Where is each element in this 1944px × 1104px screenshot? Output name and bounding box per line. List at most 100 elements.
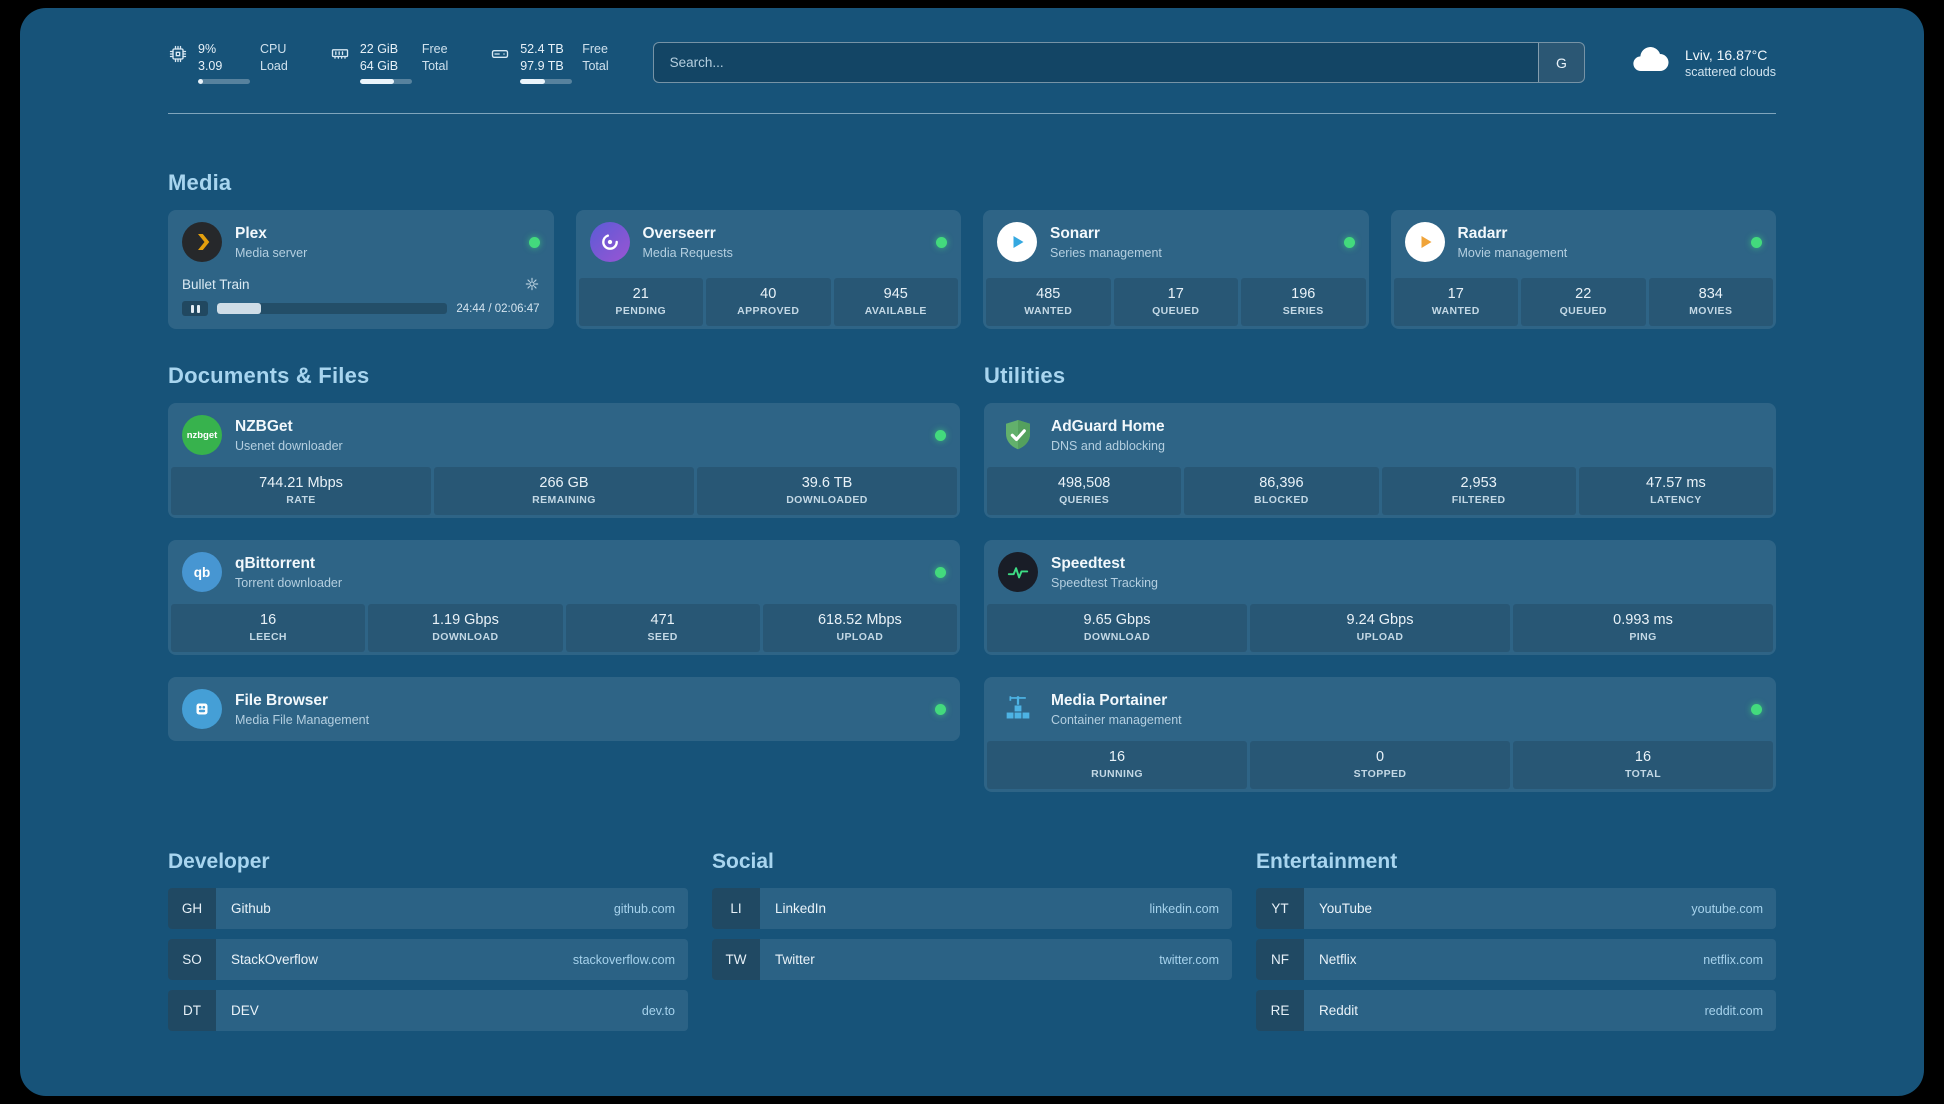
bookmark-abbr: DT <box>168 990 216 1031</box>
section-media: Media Plex Media server <box>168 170 1776 329</box>
radarr-subtitle: Movie management <box>1457 245 1568 260</box>
card-plex: Plex Media server Bullet Train <box>168 210 554 329</box>
bookmark-linkedin[interactable]: LI LinkedIn linkedin.com <box>712 888 1232 929</box>
qbittorrent-titles: qBittorrent Torrent downloader <box>235 555 342 590</box>
bookmark-twitter[interactable]: TW Twitter twitter.com <box>712 939 1232 980</box>
speedtest-stats: 9.65 Gbps DOWNLOAD 9.24 Gbps UPLOAD 0.99… <box>984 604 1776 655</box>
bookmark-name: Github <box>231 901 271 916</box>
bookmark-abbr: YT <box>1256 888 1304 929</box>
adguard-link[interactable]: AdGuard Home DNS and adblocking <box>984 403 1776 467</box>
weather-condition: scattered clouds <box>1684 64 1776 79</box>
qbittorrent-title: qBittorrent <box>235 554 316 572</box>
nzbget-subtitle: Usenet downloader <box>235 438 343 453</box>
playback-progress-bar <box>217 303 448 314</box>
bookmark-url: linkedin.com <box>1149 901 1219 916</box>
adguard-stats: 498,508 QUERIES 86,396 BLOCKED 2,953 FIL… <box>984 467 1776 518</box>
sonarr-title: Sonarr <box>1050 224 1100 242</box>
portainer-titles: Media Portainer Container management <box>1051 692 1182 727</box>
overseerr-link[interactable]: Overseerr Media Requests <box>576 210 962 274</box>
section-utilities: Utilities <box>984 363 1776 792</box>
bookmark-youtube[interactable]: YT YouTube youtube.com <box>1256 888 1776 929</box>
memory-widget: 22 GiB 64 GiB Free Total <box>330 41 448 84</box>
stat-downloaded: 39.6 TB DOWNLOADED <box>697 467 957 515</box>
disk-free: 52.4 TB <box>520 42 564 57</box>
speedtest-title: Speedtest <box>1051 554 1126 572</box>
filebrowser-subtitle: Media File Management <box>235 712 370 727</box>
stat-leech: 16 LEECH <box>171 604 366 652</box>
adguard-titles: AdGuard Home DNS and adblocking <box>1051 418 1165 453</box>
bookmark-github[interactable]: GH Github github.com <box>168 888 688 929</box>
weather-location-temp: Lviv, 16.87°C <box>1684 46 1768 63</box>
stat-rate: 744.21 Mbps RATE <box>171 467 431 515</box>
gear-icon[interactable] <box>524 276 540 292</box>
qbittorrent-status-dot <box>935 566 946 578</box>
nzbget-title: NZBGet <box>235 417 293 435</box>
topbar: 9% 3.09 CPU Load 22 GiB <box>20 8 1924 87</box>
developer-heading: Developer <box>168 850 270 873</box>
bookmark-reddit[interactable]: RE Reddit reddit.com <box>1256 990 1776 1031</box>
stat-queries: 498,508 QUERIES <box>987 467 1182 515</box>
nzbget-stats: 744.21 Mbps RATE 266 GB REMAINING 39.6 T… <box>168 467 960 518</box>
sonarr-status-dot <box>1343 236 1355 248</box>
bookmark-url: youtube.com <box>1691 901 1763 916</box>
filebrowser-link[interactable]: File Browser Media File Management <box>168 677 960 741</box>
qbittorrent-stats: 16 LEECH 1.19 Gbps DOWNLOAD 471 SEED <box>168 604 960 655</box>
portainer-link[interactable]: Media Portainer Container management <box>984 677 1776 741</box>
speedtest-link[interactable]: Speedtest Speedtest Tracking <box>984 540 1776 604</box>
sonarr-subtitle: Series management <box>1050 245 1162 260</box>
adguard-title: AdGuard Home <box>1051 417 1165 435</box>
filebrowser-title: File Browser <box>235 691 329 709</box>
portainer-icon <box>998 689 1038 729</box>
nzbget-status-dot <box>935 429 946 441</box>
nzbget-icon: nzbget <box>182 415 222 455</box>
plex-link[interactable]: Plex Media server <box>168 210 554 274</box>
sonarr-link[interactable]: Sonarr Series management <box>983 210 1369 274</box>
radarr-link[interactable]: Radarr Movie management <box>1391 210 1777 274</box>
search-provider-button[interactable]: G <box>1537 43 1584 82</box>
sonarr-stats: 485 WANTED 17 QUEUED 196 SERIES <box>983 278 1369 329</box>
nzbget-titles: NZBGet Usenet downloader <box>235 418 343 453</box>
bookmark-url: dev.to <box>641 1003 675 1018</box>
memory-label-bottom: Total <box>421 59 449 73</box>
playback-time: 24:44 / 02:06:47 <box>456 302 540 315</box>
sonarr-titles: Sonarr Series management <box>1050 225 1162 260</box>
section-documents: Documents & Files nzbget NZBGet Usenet d… <box>168 363 960 792</box>
bookmark-stackoverflow[interactable]: SO StackOverflow stackoverflow.com <box>168 939 688 980</box>
radarr-title: Radarr <box>1457 224 1508 242</box>
weather-widget[interactable]: Lviv, 16.87°C scattered clouds <box>1629 38 1776 87</box>
nzbget-link[interactable]: nzbget NZBGet Usenet downloader <box>168 403 960 467</box>
cloud-icon <box>1629 38 1673 87</box>
card-adguard: AdGuard Home DNS and adblocking 498,508 … <box>984 403 1776 518</box>
bookmark-abbr: RE <box>1256 990 1304 1031</box>
qbittorrent-link[interactable]: qb qBittorrent Torrent downloader <box>168 540 960 604</box>
bookmarks: Developer GH Github github.com SO StackO… <box>168 850 1776 1081</box>
bookmark-url: netflix.com <box>1703 952 1763 967</box>
disk-progress-bar <box>520 78 573 84</box>
bookmark-abbr: SO <box>168 939 216 980</box>
bookmark-dev[interactable]: DT DEV dev.to <box>168 990 688 1031</box>
search-input[interactable] <box>653 43 1538 82</box>
card-overseerr: Overseerr Media Requests 21 PENDING 40 A… <box>575 210 962 329</box>
pause-button[interactable] <box>182 301 208 316</box>
overseerr-titles: Overseerr Media Requests <box>643 225 733 260</box>
speedtest-subtitle: Speedtest Tracking <box>1051 575 1159 590</box>
bookmark-name: YouTube <box>1319 901 1373 916</box>
bookmark-netflix[interactable]: NF Netflix netflix.com <box>1256 939 1776 980</box>
cpu-label-top: CPU <box>260 42 287 57</box>
filebrowser-status-dot <box>935 703 946 715</box>
entertainment-heading: Entertainment <box>1256 850 1398 873</box>
stat-download: 9.65 Gbps DOWNLOAD <box>987 604 1247 652</box>
documents-heading: Documents & Files <box>168 363 370 388</box>
bookmark-abbr: NF <box>1256 939 1304 980</box>
stat-seed: 471 SEED <box>565 604 760 652</box>
disk-values: 52.4 TB 97.9 TB <box>520 41 573 84</box>
stat-blocked: 86,396 BLOCKED <box>1184 467 1379 515</box>
filebrowser-titles: File Browser Media File Management <box>235 692 369 727</box>
speedtest-titles: Speedtest Speedtest Tracking <box>1051 555 1158 590</box>
stat-stopped: 0 STOPPED <box>1250 741 1510 789</box>
card-sonarr: Sonarr Series management 485 WANTED 17 Q… <box>983 210 1369 329</box>
bookmarks-social: Social LI LinkedIn linkedin.com TW Twitt… <box>712 850 1232 1041</box>
portainer-stats: 16 RUNNING 0 STOPPED 16 TOTAL <box>984 741 1776 792</box>
stat-series: 196 SERIES <box>1241 278 1366 326</box>
cpu-load-value: 3.09 <box>198 59 223 73</box>
